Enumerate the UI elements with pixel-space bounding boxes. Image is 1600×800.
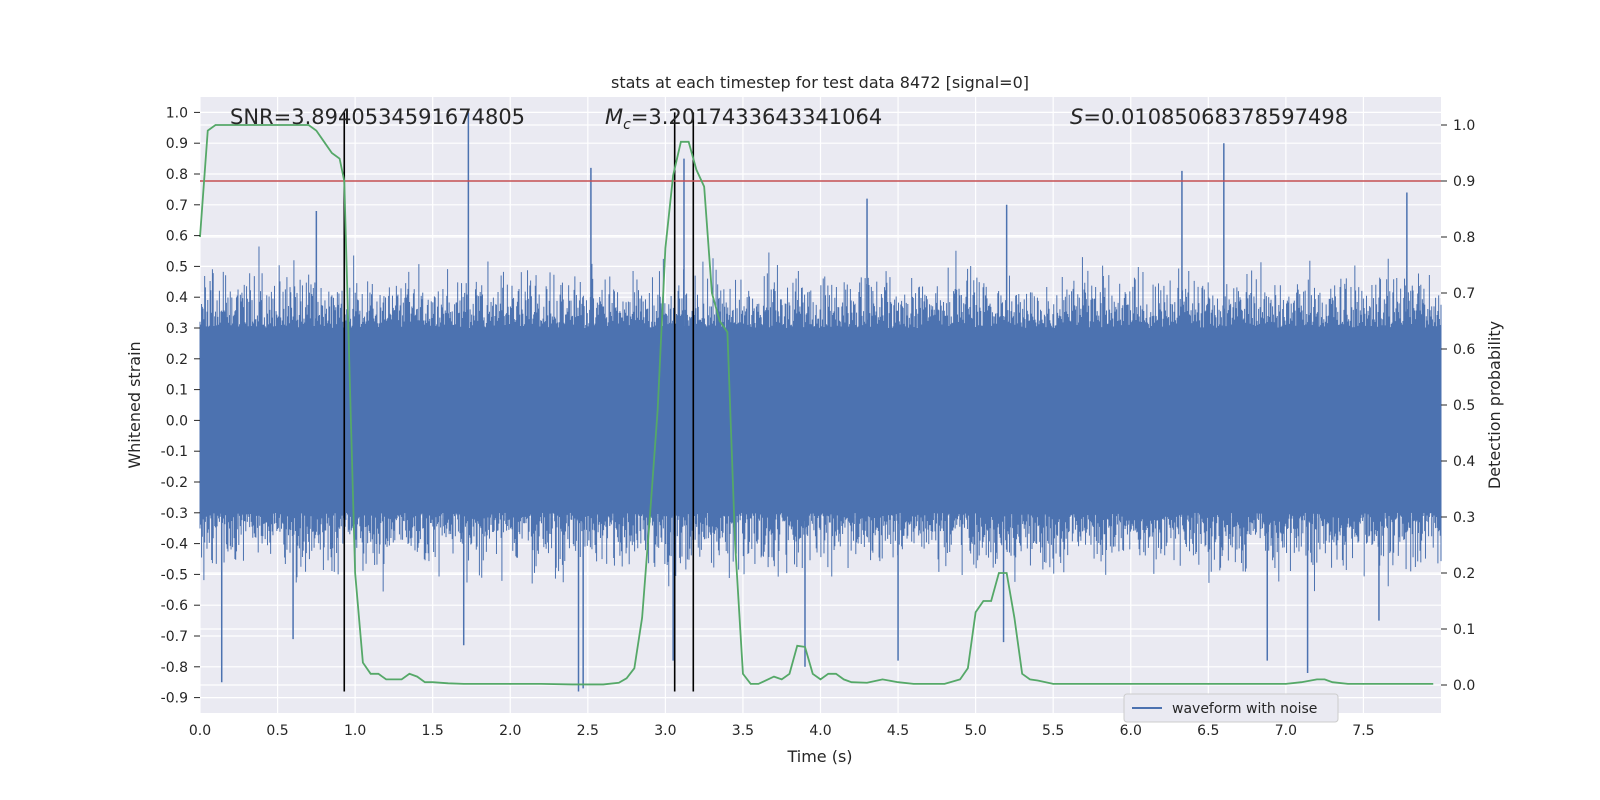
y-tick-label: 0.3 bbox=[166, 321, 188, 337]
series-detection-probability bbox=[199, 124, 1434, 686]
x-tick-label: 1.5 bbox=[422, 723, 444, 739]
x-tick-label: 1.0 bbox=[344, 723, 366, 739]
y-axis-ticks: 1.0 0.9 0.8 0.7 0.6 0.5 0.4 0.3 0.2 0.1 0.0 -0.1 -0.… bbox=[161, 105, 200, 707]
x-tick-label: 6.5 bbox=[1197, 723, 1219, 739]
x-tick-label: 5.0 bbox=[964, 723, 986, 739]
y-tick-label: -0.3 bbox=[161, 506, 188, 522]
y-tick-label: -0.1 bbox=[161, 444, 188, 460]
y-right-tick-label: 0.9 bbox=[1453, 174, 1475, 190]
s-value: =0.01085068378597498 bbox=[1083, 105, 1348, 129]
x-tick-label: 0.0 bbox=[189, 723, 211, 739]
y-tick-label: 0.1 bbox=[166, 383, 188, 399]
x-tick-label: 3.0 bbox=[654, 723, 676, 739]
y-right-tick-label: 0.6 bbox=[1453, 342, 1475, 358]
x-axis-label: Time (s) bbox=[786, 747, 852, 766]
mc-subscript: c bbox=[623, 117, 631, 133]
y-tick-label: -0.8 bbox=[161, 660, 188, 676]
y-tick-label: 0.2 bbox=[166, 352, 188, 368]
x-tick-label: 7.0 bbox=[1275, 723, 1297, 739]
x-tick-label: 6.0 bbox=[1120, 723, 1142, 739]
chart-title: stats at each timestep for test data 847… bbox=[611, 73, 1029, 92]
y-tick-label: 0.8 bbox=[166, 167, 188, 183]
y-right-tick-label: 0.8 bbox=[1453, 230, 1475, 246]
y-tick-label: 0.7 bbox=[166, 198, 188, 214]
y-right-tick-label: 0.5 bbox=[1453, 398, 1475, 414]
x-tick-label: 4.0 bbox=[809, 723, 831, 739]
x-tick-label: 5.5 bbox=[1042, 723, 1064, 739]
x-tick-label: 2.0 bbox=[499, 723, 521, 739]
y-tick-label: 0.0 bbox=[166, 413, 188, 429]
y-right-axis-label: Detection probability bbox=[1485, 321, 1504, 489]
y-tick-label: -0.6 bbox=[161, 598, 188, 614]
mc-symbol: M bbox=[605, 105, 623, 129]
y-right-tick-label: 1.0 bbox=[1453, 118, 1475, 134]
y-tick-label: 0.9 bbox=[166, 136, 188, 152]
y-right-tick-label: 0.1 bbox=[1453, 622, 1475, 638]
legend: waveform with noise bbox=[1123, 693, 1339, 723]
probability-curve bbox=[199, 124, 1434, 686]
y-tick-label: -0.4 bbox=[161, 537, 188, 553]
y-tick-label: -0.2 bbox=[161, 475, 188, 491]
x-axis-ticks: 0.0 0.5 1.0 1.5 2.0 2.5 3.0 3.5 4.0 4.5 5.0 5.5 6.0 6… bbox=[189, 723, 1375, 739]
x-tick-label: 7.5 bbox=[1352, 723, 1374, 739]
y-right-tick-label: 0.2 bbox=[1453, 566, 1475, 582]
s-symbol: S bbox=[1070, 105, 1083, 129]
y-tick-label: -0.9 bbox=[161, 691, 188, 707]
mc-value: =3.2017433643341064 bbox=[631, 105, 882, 129]
y-tick-label: 0.4 bbox=[166, 290, 188, 306]
y-right-tick-label: 0.0 bbox=[1453, 678, 1475, 694]
y-right-tick-label: 0.3 bbox=[1453, 510, 1475, 526]
waveform-core bbox=[200, 328, 1441, 513]
y-tick-label: 0.6 bbox=[166, 229, 188, 245]
y-right-tick-label: 0.7 bbox=[1453, 286, 1475, 302]
legend-box bbox=[1123, 693, 1339, 723]
series-waveform-with-noise bbox=[199, 112, 1442, 692]
s-annotation: S=0.01085068378597498 bbox=[1070, 105, 1348, 129]
y-right-axis-ticks: 1.0 0.9 0.8 0.7 0.6 0.5 0.4 0.3 0.2 0.1 0.0 bbox=[1441, 118, 1475, 694]
y-tick-label: -0.7 bbox=[161, 629, 188, 645]
y-tick-label: 1.0 bbox=[166, 105, 188, 121]
x-tick-label: 0.5 bbox=[266, 723, 288, 739]
y-right-tick-label: 0.4 bbox=[1453, 454, 1475, 470]
y-tick-label: -0.5 bbox=[161, 567, 188, 583]
x-tick-label: 2.5 bbox=[577, 723, 599, 739]
legend-entry-waveform: waveform with noise bbox=[1172, 701, 1317, 717]
mc-annotation: Mc=3.2017433643341064 bbox=[605, 105, 882, 133]
x-tick-label: 3.5 bbox=[732, 723, 754, 739]
y-axis-label: Whitened strain bbox=[125, 341, 144, 468]
x-tick-label: 4.5 bbox=[887, 723, 909, 739]
y-tick-label: 0.5 bbox=[166, 259, 188, 275]
snr-annotation: SNR=3.8940534591674805 bbox=[230, 105, 525, 129]
